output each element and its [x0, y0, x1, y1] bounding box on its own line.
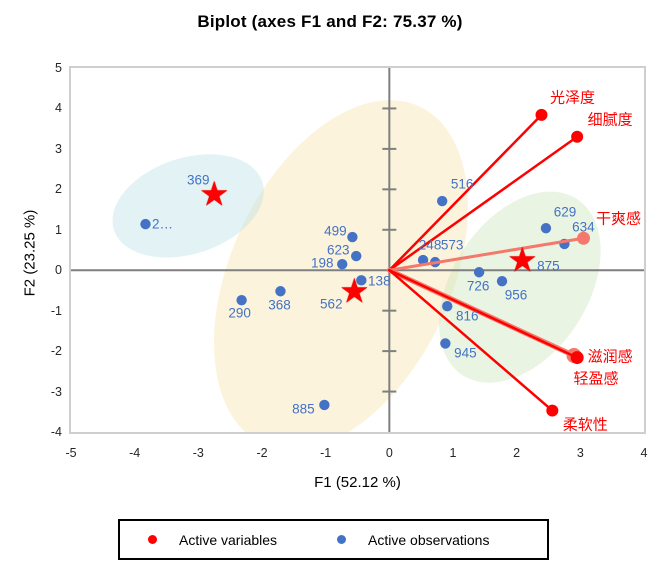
observation-label: 956	[504, 287, 528, 303]
legend-observations-label: Active observations	[368, 531, 490, 548]
x-tick-label: -1	[320, 446, 332, 460]
variable-point	[546, 404, 559, 417]
observation-label: 875	[537, 258, 560, 274]
observation-label: 198	[310, 255, 334, 271]
variable-label: 干爽感	[596, 210, 642, 228]
plot-area: ★ 369 2… 516 499 623 198 138 ★ 562 290 368 885 248 573…	[69, 66, 646, 434]
observation-star-marker: ★	[339, 272, 370, 311]
observation-label: 290	[228, 305, 251, 321]
variable-label: 柔软性	[562, 416, 608, 434]
y-tick-label: 5	[55, 61, 62, 75]
variable-vector	[388, 268, 554, 412]
observation-point	[337, 258, 348, 270]
variable-vector	[388, 113, 543, 272]
observation-point	[540, 222, 552, 234]
y-tick-label: 4	[55, 101, 62, 116]
cluster-ellipse-cluster-top-left	[112, 154, 264, 258]
y-tick-label: 0	[55, 263, 62, 278]
variable-label: 滋润感	[587, 348, 633, 366]
cluster-ellipse-cluster-center	[213, 100, 468, 432]
observation-label: 369	[186, 172, 210, 188]
x-tick-label: 1	[449, 446, 457, 460]
observation-label: 629	[553, 204, 577, 220]
y-tick-label: 3	[55, 141, 62, 156]
observation-point	[442, 301, 453, 312]
observation-point	[417, 254, 429, 266]
observation-point	[236, 294, 247, 306]
legend-variables-dot-icon	[148, 535, 157, 544]
x-tick-label: 2	[513, 446, 521, 460]
observation-label: 945	[454, 345, 477, 361]
observation-label: 623	[326, 242, 350, 258]
observation-star-marker: ★	[507, 241, 538, 280]
observation-point	[140, 218, 151, 230]
x-tick-label: 4	[640, 446, 648, 460]
observation-label: 634	[572, 219, 595, 235]
y-tick-label: 1	[55, 222, 62, 237]
variable-point	[577, 231, 591, 245]
observation-label: 368	[268, 297, 291, 313]
observation-point	[436, 195, 448, 207]
observation-label: 138	[368, 273, 391, 289]
variable-label: 轻盈感	[573, 370, 619, 388]
observation-point	[275, 286, 286, 297]
variable-point	[570, 351, 584, 365]
y-tick-label: -2	[50, 344, 62, 359]
x-axis-title: F1 (52.12 %)	[314, 474, 401, 491]
observation-label: 248	[418, 237, 442, 253]
observation-label: 516	[450, 176, 474, 192]
variable-point	[535, 108, 548, 121]
x-tick-label: 0	[385, 446, 393, 460]
observation-point	[496, 275, 508, 287]
variable-vector	[388, 135, 579, 272]
legend: Active variables Active observations	[118, 519, 549, 560]
y-axis-title: F2 (23.25 %)	[21, 209, 39, 297]
observation-label: 562	[320, 296, 343, 312]
variable-vector	[387, 236, 586, 272]
observation-point	[356, 275, 367, 286]
x-tick-label: -3	[192, 446, 204, 460]
chart-title: Biplot (axes F1 and F2: 75.37 %)	[197, 12, 463, 31]
y-tick-label: -1	[50, 303, 62, 318]
observation-label: 885	[292, 401, 315, 417]
legend-variables-label: Active variables	[179, 531, 278, 548]
observation-label: 573	[440, 237, 464, 253]
y-tick-label: -3	[50, 384, 62, 399]
variable-label: 光泽度	[549, 89, 595, 107]
observation-star-marker: ★	[199, 175, 230, 214]
cluster-ellipse-cluster-right	[439, 191, 601, 383]
observation-point	[440, 338, 451, 349]
y-tick-label: 2	[55, 182, 62, 197]
plot-canvas	[71, 68, 644, 432]
legend-observations-dot-icon	[337, 535, 347, 544]
x-tick-label: -2	[256, 446, 268, 460]
observation-label: 726	[466, 278, 490, 294]
observation-label: 816	[456, 308, 479, 324]
observation-label: 2…	[151, 216, 173, 232]
variable-vector	[388, 268, 579, 359]
observation-label: 499	[324, 223, 347, 239]
y-tick-label: -4	[50, 425, 62, 439]
variable-label: 细腻度	[587, 111, 633, 129]
x-tick-label: -5	[65, 446, 77, 460]
variable-point	[571, 130, 584, 143]
x-tick-label: -4	[129, 446, 141, 460]
x-tick-label: 3	[576, 446, 584, 460]
observation-point	[319, 399, 330, 411]
observation-point	[473, 267, 485, 278]
observation-point	[351, 250, 362, 262]
observation-point	[347, 231, 358, 243]
